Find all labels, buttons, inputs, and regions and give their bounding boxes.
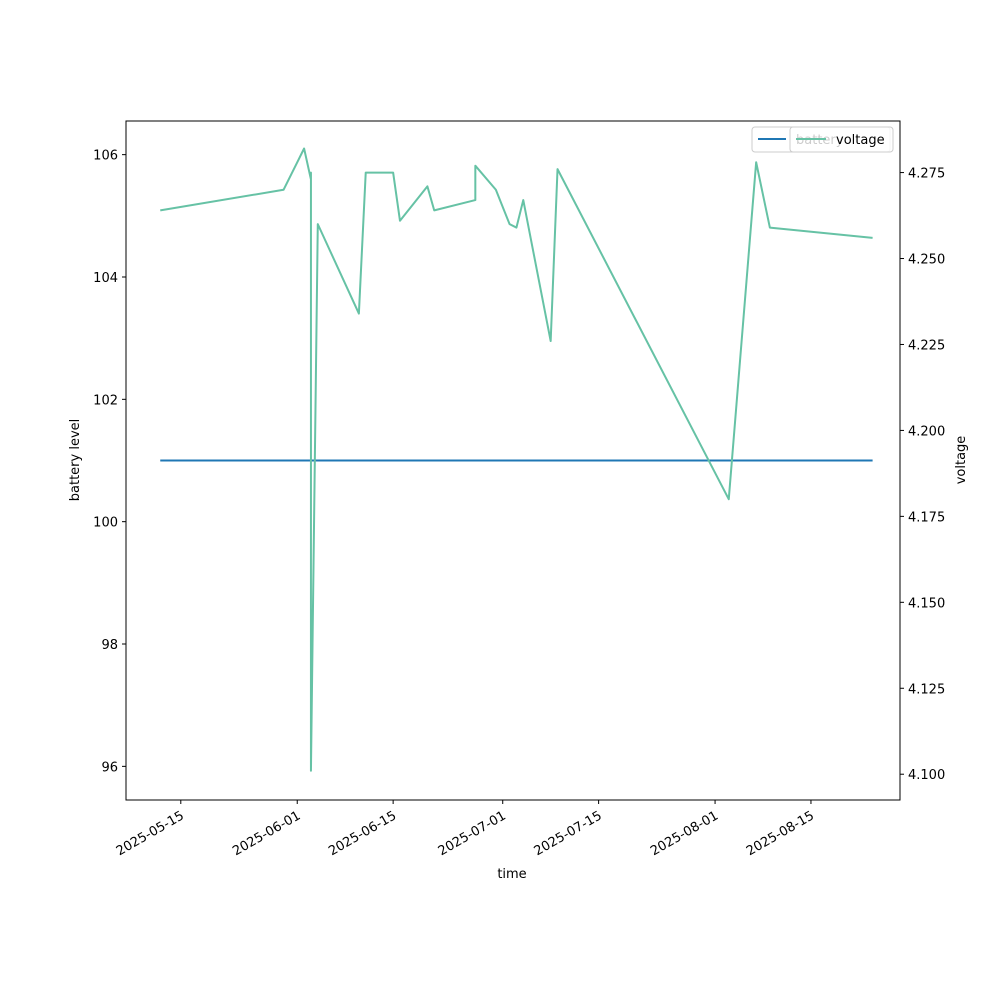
y-right-tick-label: 4.250 — [908, 253, 945, 268]
y-axis-right: 4.100 4.125 4.150 4.175 4.200 4.225 4.250 4.275 — [900, 167, 945, 783]
y-right-tick-label: 4.225 — [908, 338, 945, 353]
y-left-tick-label: 104 — [93, 271, 118, 286]
x-tick-label: 2025-07-15 — [532, 808, 605, 859]
y-right-tick-label: 4.275 — [908, 167, 945, 182]
x-tick-label: 2025-07-01 — [436, 808, 509, 859]
x-tick-label: 2025-05-15 — [114, 808, 187, 859]
y-right-tick-label: 4.100 — [908, 768, 945, 783]
x-tick-label: 2025-06-01 — [230, 808, 303, 859]
x-tick-label: 2025-06-15 — [326, 808, 399, 859]
y-left-tick-label: 98 — [101, 638, 118, 653]
y-left-tick-label: 102 — [93, 393, 118, 408]
x-axis-label: time — [497, 867, 526, 882]
y-right-tick-label: 4.150 — [908, 596, 945, 611]
y-axis-right-label: voltage — [954, 436, 969, 485]
y-right-tick-label: 4.175 — [908, 510, 945, 525]
y-left-tick-label: 96 — [101, 760, 118, 775]
y-axis-left: 96 98 100 102 104 106 — [93, 149, 126, 775]
legend-voltage: voltage — [789, 126, 894, 153]
y-left-tick-label: 100 — [93, 516, 118, 531]
y-right-tick-label: 4.125 — [908, 682, 945, 697]
y-right-tick-label: 4.200 — [908, 424, 945, 439]
y-left-tick-label: 106 — [93, 149, 118, 164]
legend-voltage-label: voltage — [836, 133, 885, 148]
series-layer — [160, 147, 873, 772]
legend-voltage-box — [789, 126, 894, 153]
y-axis-left-label: battery level — [68, 419, 83, 502]
plot-frame — [125, 120, 901, 801]
series-line-voltage — [160, 147, 873, 772]
x-tick-label: 2025-08-15 — [744, 808, 817, 859]
x-axis: 2025-05-15 2025-06-01 2025-06-15 2025-07-01… — [114, 800, 817, 859]
x-tick-label: 2025-08-01 — [648, 808, 721, 859]
